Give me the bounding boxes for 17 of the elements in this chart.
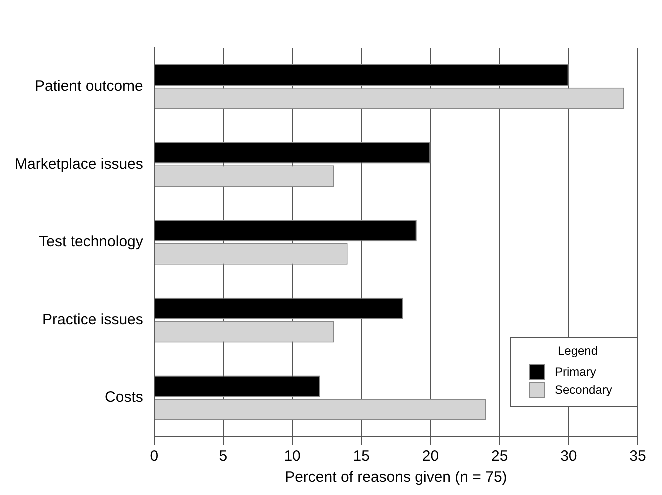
x-tick-label: 10 bbox=[284, 448, 301, 466]
y-tick-label: Test technology bbox=[39, 234, 144, 251]
y-tick-label: Marketplace issues bbox=[14, 156, 144, 173]
x-tick-label: 20 bbox=[422, 448, 440, 466]
y-tick-label: Costs bbox=[105, 389, 144, 406]
y-tick-label: Practice issues bbox=[42, 311, 144, 328]
x-tick-label: 25 bbox=[491, 448, 508, 466]
x-axis-title: Percent of reasons given (n = 75) bbox=[285, 469, 508, 486]
legend-title: Legend bbox=[556, 344, 600, 358]
legend-label: Secondary bbox=[555, 383, 612, 397]
legend-label: Primary bbox=[555, 365, 596, 379]
x-tick-label: 30 bbox=[560, 448, 578, 466]
x-tick-label: 35 bbox=[630, 448, 646, 466]
x-tick-label: 5 bbox=[219, 448, 228, 466]
x-tick-label: 15 bbox=[353, 448, 370, 466]
y-tick-label: Patient outcome bbox=[34, 78, 144, 96]
x-tick-label: 0 bbox=[150, 448, 159, 466]
